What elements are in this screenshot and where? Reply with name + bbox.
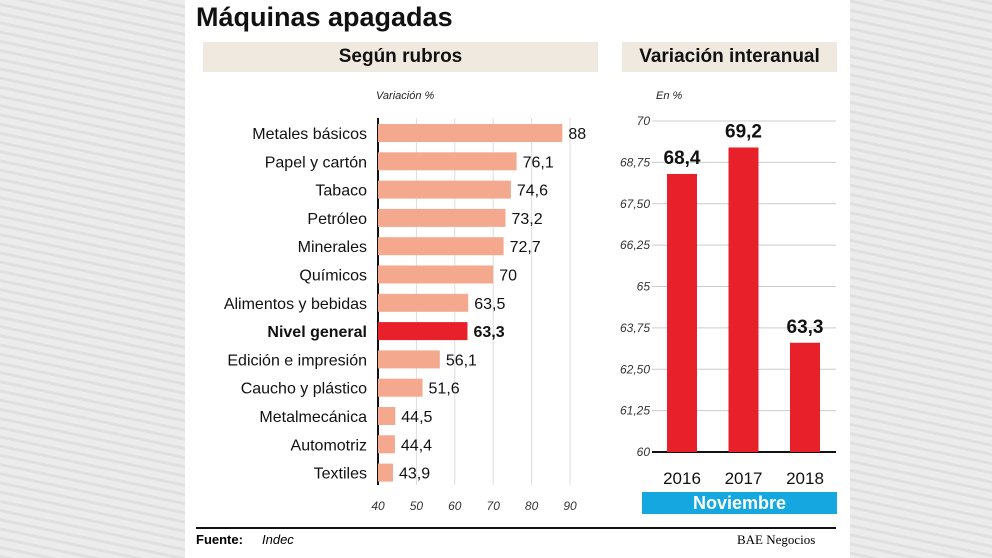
- right-chart-title: Variación interanual: [622, 42, 837, 72]
- y-tick-label: 70: [637, 114, 651, 128]
- bar: [378, 463, 393, 482]
- category-label: Tabaco: [315, 183, 367, 200]
- value-label: 51,6: [429, 381, 460, 398]
- y-tick-label: 66,25: [620, 238, 650, 252]
- value-label: 63,3: [473, 324, 504, 341]
- x-tick-label: 50: [410, 499, 424, 513]
- y-tick-label: 60: [637, 445, 651, 459]
- bar: [378, 237, 504, 256]
- category-label: Papel y cartón: [265, 154, 367, 171]
- value-label: 68,4: [664, 148, 701, 169]
- source-label: Fuente:: [196, 532, 243, 547]
- x-tick-label: 60: [448, 499, 462, 513]
- bar: [378, 322, 468, 341]
- y-tick-label: 63,75: [620, 321, 650, 335]
- bar: [728, 147, 759, 453]
- bar: [378, 180, 511, 199]
- bar: [378, 265, 494, 284]
- bar: [378, 378, 423, 397]
- value-label: 76,1: [523, 154, 554, 171]
- category-label: Químicos: [299, 268, 367, 285]
- value-label: 74,6: [517, 183, 548, 200]
- bar: [378, 124, 563, 142]
- footer-rule: [196, 527, 836, 529]
- value-label: 69,2: [725, 121, 762, 142]
- bar: [667, 173, 697, 452]
- left-axis-unit: Variación %: [376, 90, 435, 102]
- value-label: 63,5: [474, 296, 505, 313]
- right-axis-unit: En %: [656, 90, 683, 102]
- infographic-title: Máquinas apagadas: [196, 2, 453, 32]
- y-tick-label: 62,50: [620, 362, 650, 376]
- brand-label: BAE Negocios: [737, 532, 816, 547]
- left-chart-title: Según rubros: [203, 42, 598, 72]
- category-label: Textiles: [314, 466, 367, 483]
- x-tick-label: 2018: [786, 469, 824, 488]
- value-label: 44,5: [401, 409, 432, 426]
- value-label: 73,2: [511, 211, 542, 228]
- bar: [790, 342, 820, 452]
- category-label: Nivel general: [267, 324, 367, 341]
- x-tick-label: 2017: [725, 469, 763, 488]
- value-label: 56,1: [446, 352, 477, 369]
- bar: [378, 435, 395, 454]
- category-label: Metales básicos: [252, 126, 367, 143]
- bar: [378, 208, 506, 227]
- category-label: Edición e impresión: [227, 352, 367, 369]
- value-label: 88: [568, 126, 586, 143]
- x-tick-label: 2016: [663, 469, 701, 488]
- x-tick-label: 90: [563, 499, 577, 513]
- source-value: Indec: [262, 532, 294, 547]
- bar: [378, 152, 517, 171]
- category-label: Metalmecánica: [259, 409, 367, 426]
- month-band: Noviembre: [642, 492, 837, 514]
- x-tick-label: 80: [525, 499, 539, 513]
- category-label: Petróleo: [307, 211, 367, 228]
- bar: [378, 407, 396, 425]
- bar: [378, 293, 469, 312]
- value-label: 72,7: [510, 239, 541, 256]
- category-label: Automotriz: [291, 437, 367, 454]
- category-label: Alimentos y bebidas: [224, 296, 367, 313]
- y-tick-label: 61,25: [620, 404, 650, 418]
- category-label: Minerales: [298, 239, 367, 256]
- x-tick-label: 70: [487, 499, 501, 513]
- bar: [378, 350, 440, 369]
- category-label: Caucho y plástico: [241, 381, 367, 398]
- value-label: 43,9: [399, 466, 430, 483]
- x-tick-label: 40: [371, 499, 385, 513]
- y-tick-label: 67,50: [620, 197, 650, 211]
- value-label: 63,3: [787, 317, 824, 338]
- value-label: 44,4: [401, 437, 432, 454]
- y-tick-label: 65: [637, 280, 651, 294]
- y-tick-label: 68,75: [620, 155, 650, 169]
- value-label: 70: [499, 268, 517, 285]
